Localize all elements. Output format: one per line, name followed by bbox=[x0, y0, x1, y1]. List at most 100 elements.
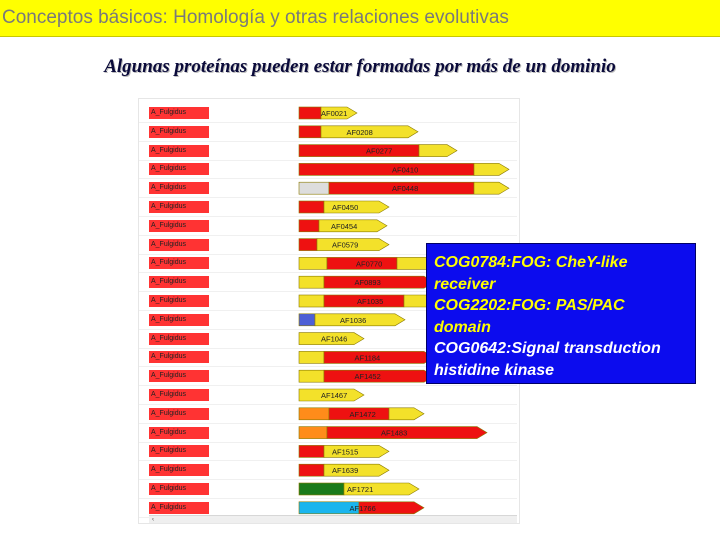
domain-segment bbox=[323, 445, 390, 458]
organism-label: A_Fulgidus bbox=[149, 407, 209, 420]
domain-segment bbox=[298, 181, 330, 195]
row-separator bbox=[139, 328, 517, 330]
domain-segment bbox=[318, 219, 388, 233]
scroll-left-icon[interactable]: ‹ bbox=[151, 516, 155, 523]
legend-cog0784-cont: receiver bbox=[434, 275, 496, 293]
protein-arrow: AF1046 bbox=[298, 332, 365, 345]
protein-arrow: AF0893 bbox=[298, 275, 435, 289]
organism-label: A_Fulgidus bbox=[149, 238, 209, 251]
domain-segment bbox=[298, 351, 325, 364]
protein-id-label: AF0579 bbox=[332, 241, 358, 250]
row-separator bbox=[139, 422, 517, 424]
organism-label: A_Fulgidus bbox=[149, 257, 209, 270]
protein-id-label: AF0450 bbox=[332, 203, 358, 212]
organism-label: A_Fulgidus bbox=[149, 370, 209, 383]
protein-arrow: AF0410 bbox=[298, 163, 510, 176]
protein-id-label: AF1035 bbox=[357, 297, 383, 306]
domain-segment bbox=[358, 501, 425, 515]
organism-label: A_Fulgidus bbox=[149, 219, 209, 232]
legend-cog2202: COG2202:FOG: PAS/PAC bbox=[434, 297, 625, 314]
title-bar: Conceptos básicos: Homología y otras rel… bbox=[0, 0, 720, 37]
protein-id-label: AF1639 bbox=[332, 466, 358, 475]
slide-title: Conceptos básicos: Homología y otras rel… bbox=[2, 7, 509, 28]
row-separator bbox=[139, 216, 517, 217]
protein-arrow: AF1184 bbox=[298, 351, 435, 364]
organism-label: A_Fulgidus bbox=[149, 144, 209, 157]
domain-segment bbox=[298, 257, 328, 270]
legend-cog0642: COG0642:Signal transduction bbox=[434, 340, 661, 357]
legend-cog0784: COG0784:FOG: CheY-like bbox=[434, 254, 628, 271]
domain-segment bbox=[326, 426, 488, 439]
row-separator bbox=[139, 366, 517, 368]
row-separator bbox=[139, 460, 517, 462]
protein-arrow: AF0579 bbox=[298, 238, 390, 251]
domain-segment bbox=[298, 125, 322, 139]
organism-label: A_Fulgidus bbox=[149, 276, 209, 289]
organism-label: A_Fulgidus bbox=[149, 163, 209, 176]
row-separator bbox=[139, 234, 517, 236]
organism-label: A_Fulgidus bbox=[149, 107, 209, 119]
row-separator bbox=[139, 404, 517, 405]
row-separator bbox=[139, 479, 517, 481]
protein-arrow: AF1766 bbox=[298, 501, 425, 515]
domain-segment bbox=[298, 407, 330, 421]
row-separator bbox=[139, 253, 517, 255]
domain-segment bbox=[473, 181, 510, 195]
protein-id-label: AF1046 bbox=[321, 335, 347, 344]
organism-label: A_Fulgidus bbox=[149, 351, 209, 364]
domain-segment bbox=[298, 144, 420, 157]
domain-segment bbox=[388, 407, 425, 421]
row-separator bbox=[139, 140, 517, 142]
row-separator bbox=[139, 122, 517, 123]
domain-segment bbox=[298, 445, 325, 458]
protein-arrow: AF0770 bbox=[298, 257, 438, 270]
organism-label: A_Fulgidus bbox=[149, 445, 209, 458]
domain-segment bbox=[320, 125, 419, 139]
domain-legend-callout: COG0784:FOG: CheY-like receiver COG2202:… bbox=[426, 243, 696, 384]
domain-segment bbox=[298, 463, 325, 477]
domain-segment bbox=[298, 369, 325, 383]
domain-segment bbox=[298, 219, 320, 233]
row-separator bbox=[139, 310, 517, 311]
protein-id-label: AF1766 bbox=[350, 504, 376, 513]
protein-arrow: AF1483 bbox=[298, 426, 488, 439]
protein-id-label: AF1472 bbox=[350, 410, 376, 419]
row-separator bbox=[139, 159, 517, 161]
domain-segment bbox=[298, 482, 345, 496]
protein-id-label: AF1515 bbox=[332, 447, 358, 456]
protein-arrow: AF0450 bbox=[298, 200, 390, 214]
slide-subtitle: Algunas proteínas pueden estar formadas … bbox=[104, 56, 616, 77]
organism-label: A_Fulgidus bbox=[149, 201, 209, 213]
horizontal-scrollbar[interactable]: ‹ bbox=[149, 515, 517, 523]
protein-arrow: AF1721 bbox=[298, 482, 420, 496]
domain-segment bbox=[473, 163, 510, 176]
row-separator bbox=[139, 272, 517, 274]
protein-arrow: AF0454 bbox=[298, 219, 388, 233]
domain-segment bbox=[320, 106, 358, 120]
domain-segment bbox=[298, 332, 365, 345]
domain-segment bbox=[323, 463, 390, 477]
domain-segment bbox=[418, 144, 458, 157]
protein-arrow: AF1035 bbox=[298, 294, 440, 308]
organism-label: A_Fulgidus bbox=[149, 125, 209, 138]
organism-label: A_Fulgidus bbox=[149, 483, 209, 495]
row-separator bbox=[139, 441, 517, 443]
protein-id-label: AF0277 bbox=[366, 147, 392, 156]
protein-id-label: AF0410 bbox=[392, 165, 418, 174]
protein-id-label: AF1452 bbox=[355, 372, 381, 381]
legend-cog2202-cont: domain bbox=[434, 318, 491, 336]
organism-label: A_Fulgidus bbox=[149, 313, 209, 326]
protein-id-label: AF1184 bbox=[355, 353, 381, 362]
domain-segment bbox=[298, 163, 475, 176]
domain-segment bbox=[298, 238, 318, 251]
row-separator bbox=[139, 347, 517, 349]
protein-arrow: AF0021 bbox=[298, 106, 358, 120]
domain-segment bbox=[316, 238, 390, 251]
organism-label: A_Fulgidus bbox=[149, 295, 209, 307]
domain-segment bbox=[298, 275, 325, 289]
protein-id-label: AF0448 bbox=[392, 184, 418, 193]
protein-arrow: AF1036 bbox=[298, 313, 406, 327]
row-separator bbox=[139, 516, 517, 518]
domain-segment bbox=[314, 313, 406, 327]
